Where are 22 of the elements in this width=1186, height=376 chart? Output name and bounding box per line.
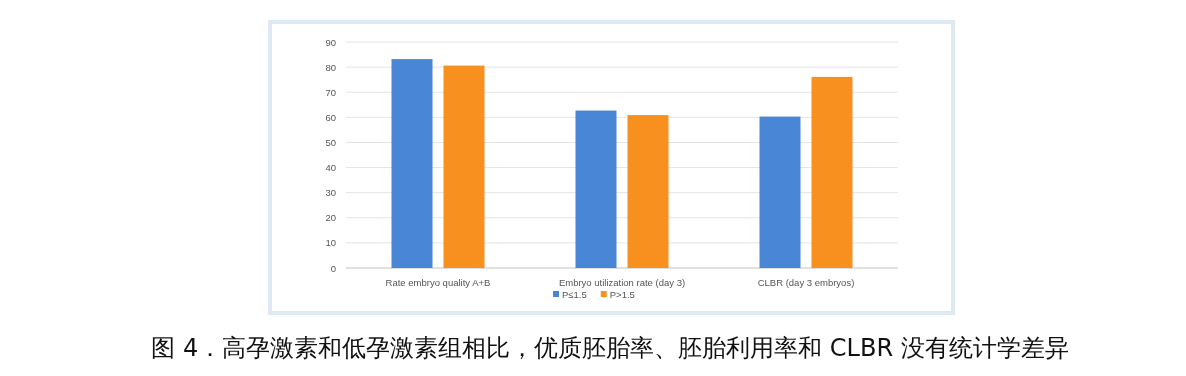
y-tick-label: 90 bbox=[325, 36, 336, 48]
legend-label: P≤1.5 bbox=[562, 289, 587, 300]
bar bbox=[575, 110, 617, 268]
y-tick-label: 20 bbox=[325, 212, 336, 224]
bar bbox=[627, 115, 669, 268]
caption: 图 4．高孕激素和低孕激素组相比，优质胚胎率、胚胎利用率和 CLBR 没有统计学差异 bbox=[151, 334, 1069, 362]
y-tick-label: 0 bbox=[330, 262, 336, 274]
y-tick-label: 10 bbox=[325, 237, 336, 249]
legend-label: P>1.5 bbox=[609, 289, 635, 300]
y-tick-label: 50 bbox=[325, 136, 336, 148]
bar bbox=[443, 65, 485, 268]
y-tick-label: 40 bbox=[325, 162, 336, 174]
bar bbox=[759, 116, 801, 268]
y-tick-label: 70 bbox=[325, 86, 336, 98]
bar bbox=[391, 59, 433, 268]
y-tick-label: 30 bbox=[325, 187, 336, 199]
y-tick-label: 80 bbox=[325, 61, 336, 73]
x-tick-label: CLBR (day 3 embryos) bbox=[757, 277, 855, 288]
x-tick-label: Embryo utilization rate (day 3) bbox=[558, 277, 686, 288]
y-tick-label: 60 bbox=[325, 111, 336, 123]
bar bbox=[811, 76, 853, 268]
x-tick-label: Rate embryo quality A+B bbox=[385, 277, 491, 288]
